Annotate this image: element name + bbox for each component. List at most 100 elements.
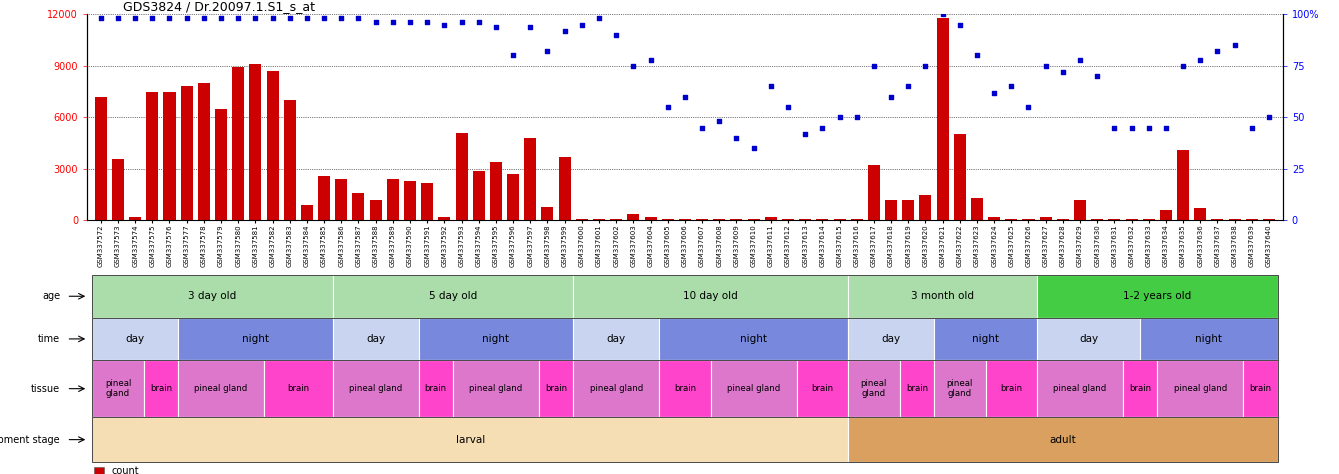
Text: night: night (242, 334, 269, 344)
Bar (799, 219, 811, 220)
Point (502, 52, 524, 59)
Bar (249, 64, 261, 220)
Bar (438, 217, 450, 220)
Bar (661, 219, 674, 220)
Point (743, 145, 765, 152)
Bar (1023, 219, 1035, 220)
Text: brain: brain (1129, 384, 1152, 393)
Point (451, 18, 473, 26)
Text: day: day (607, 334, 625, 344)
Bar (216, 109, 228, 220)
Point (915, 62, 936, 70)
Bar (473, 171, 485, 220)
Point (726, 134, 747, 142)
Bar (679, 219, 691, 220)
Bar (1229, 219, 1241, 220)
Point (761, 82, 782, 90)
Bar (868, 165, 880, 220)
Text: pineal gland: pineal gland (349, 384, 402, 393)
Text: GDS3824 / Dr.20097.1.S1_s_at: GDS3824 / Dr.20097.1.S1_s_at (123, 0, 315, 13)
Point (1173, 62, 1194, 70)
Text: day: day (881, 334, 901, 344)
Bar (319, 176, 331, 220)
Point (382, 18, 403, 26)
Bar (920, 195, 932, 220)
Text: brain: brain (1249, 384, 1272, 393)
Bar (266, 71, 279, 220)
Bar (576, 219, 588, 220)
Bar (198, 83, 210, 220)
Text: pineal gland: pineal gland (589, 384, 643, 393)
Bar (95, 97, 107, 220)
Point (605, 31, 627, 39)
Point (159, 15, 181, 22)
Point (554, 27, 576, 35)
Point (588, 15, 609, 22)
Bar (1074, 200, 1086, 220)
Text: brain: brain (288, 384, 309, 393)
Text: development stage: development stage (0, 435, 60, 445)
Point (1018, 103, 1039, 111)
Bar (1142, 219, 1154, 220)
Point (245, 15, 266, 22)
Bar (611, 219, 623, 220)
Bar (696, 219, 708, 220)
Bar (1006, 219, 1018, 220)
Text: 3 month old: 3 month old (911, 291, 973, 301)
Point (1121, 124, 1142, 131)
Text: 5 day old: 5 day old (428, 291, 477, 301)
Bar (988, 217, 1000, 220)
Point (1000, 82, 1022, 90)
Point (366, 18, 387, 26)
Bar (284, 100, 296, 220)
Text: brain: brain (674, 384, 696, 393)
Point (897, 82, 919, 90)
Point (537, 47, 558, 55)
Bar (112, 159, 125, 220)
Point (1189, 56, 1210, 64)
Point (125, 15, 146, 22)
Bar (1126, 219, 1138, 220)
Text: 1-2 years old: 1-2 years old (1123, 291, 1192, 301)
Point (399, 18, 420, 26)
Point (1103, 124, 1125, 131)
Text: brain: brain (1000, 384, 1023, 393)
Point (193, 15, 214, 22)
Text: pineal gland: pineal gland (194, 384, 248, 393)
Point (1156, 124, 1177, 131)
Point (348, 15, 370, 22)
Point (175, 15, 197, 22)
Text: 10 day old: 10 day old (683, 291, 738, 301)
Bar (232, 67, 244, 220)
Point (416, 18, 438, 26)
Point (107, 15, 129, 22)
Text: pineal
gland: pineal gland (861, 379, 886, 398)
Bar (817, 219, 829, 220)
Point (691, 124, 712, 131)
Point (829, 114, 850, 121)
Bar (455, 133, 467, 220)
Point (949, 21, 971, 28)
Bar (1212, 219, 1224, 220)
Point (331, 15, 352, 22)
Point (1035, 62, 1056, 70)
Point (708, 118, 730, 125)
Point (1224, 41, 1245, 49)
Bar (782, 219, 794, 220)
Point (1138, 124, 1160, 131)
Bar (714, 219, 726, 220)
Point (572, 21, 593, 28)
Text: night: night (482, 334, 509, 344)
Text: larval: larval (455, 435, 485, 445)
Bar (352, 193, 364, 220)
Bar (628, 214, 639, 220)
Point (485, 23, 506, 30)
Bar (404, 181, 416, 220)
Point (932, 10, 953, 18)
Bar (558, 157, 570, 220)
Bar (1194, 209, 1206, 220)
Point (811, 124, 833, 131)
Bar (163, 91, 175, 220)
Text: brain: brain (424, 384, 447, 393)
Text: day: day (126, 334, 145, 344)
